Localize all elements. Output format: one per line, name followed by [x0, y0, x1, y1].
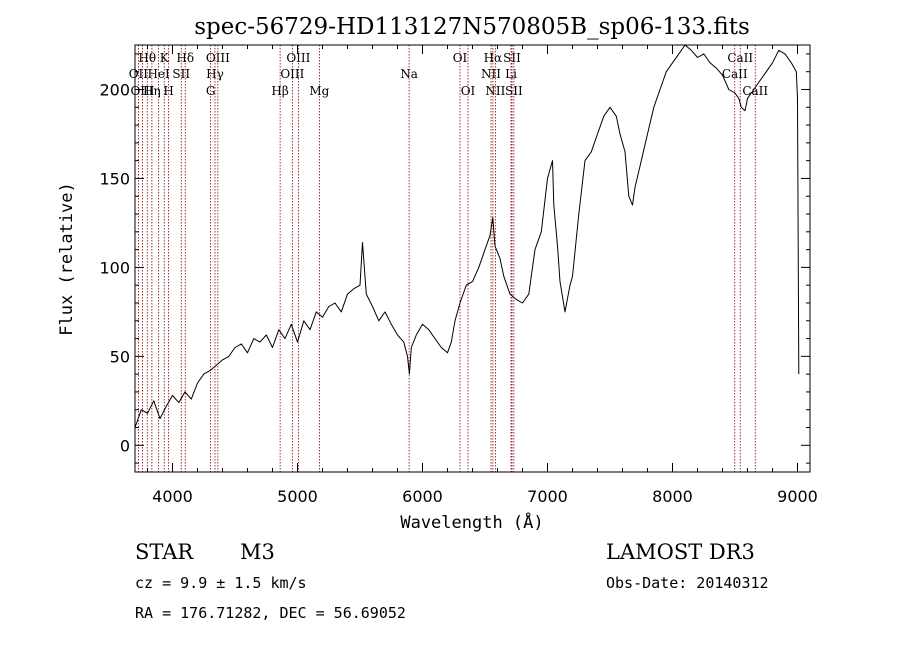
- line-label: OIII: [286, 51, 310, 65]
- x-tick-label: 7000: [527, 487, 568, 506]
- x-tick-label: 9000: [777, 487, 818, 506]
- y-tick-label: 150: [99, 169, 130, 188]
- y-tick-label: 100: [99, 258, 130, 277]
- redshift-cz: cz = 9.9 ± 1.5 km/s: [135, 574, 307, 592]
- plot-frame: [134, 44, 811, 473]
- line-label: OIII: [280, 67, 304, 81]
- line-label: NII: [485, 84, 505, 98]
- y-tick-label: 0: [120, 436, 130, 455]
- line-label: OII: [129, 67, 149, 81]
- line-label: K: [160, 51, 170, 65]
- line-label: Li: [505, 67, 517, 81]
- coordinates: RA = 176.71282, DEC = 56.69052: [135, 604, 406, 622]
- x-tick-label: 8000: [652, 487, 693, 506]
- line-label: H: [163, 84, 173, 98]
- line-label: SII: [503, 51, 521, 65]
- series-layer: [134, 44, 800, 428]
- line-label: Hα: [484, 51, 503, 65]
- line-label: Hγ: [206, 67, 224, 81]
- y-tick-label: 50: [110, 347, 130, 366]
- y-axis-label: Flux (relative): [57, 182, 77, 336]
- line-label: OI: [461, 84, 476, 98]
- line-label: SII: [505, 84, 523, 98]
- line-label: NII: [481, 67, 501, 81]
- line-label: Na: [400, 67, 418, 81]
- object-class: STAR: [135, 540, 194, 564]
- line-label: Hη: [143, 84, 161, 98]
- axis-ticks: 4000 5000 6000 7000 8000 9000 0 50 100 150 200: [99, 45, 818, 506]
- line-label: SII: [172, 67, 190, 81]
- series-line: [134, 44, 800, 428]
- chart-title: spec-56729-HD113127N570805B_sp06-133.fit…: [194, 14, 750, 40]
- survey-name: LAMOST DR3: [606, 540, 755, 564]
- x-tick-label: 6000: [402, 487, 443, 506]
- line-label: CaII: [742, 84, 768, 98]
- annotation-labels: Hθ OII OIII K HeI Hη H Hδ SII OIII Hγ G OIII OIII Hβ Mg…: [129, 51, 769, 98]
- x-axis-label: Wavelength (Å): [400, 511, 543, 533]
- line-label: Hθ: [138, 51, 156, 65]
- line-label: HeI: [147, 67, 170, 81]
- observation-date: Obs-Date: 20140312: [606, 574, 769, 592]
- x-tick-label: 5000: [277, 487, 318, 506]
- line-label: Hβ: [271, 84, 288, 98]
- y-tick-label: 200: [99, 80, 130, 99]
- line-label: Hδ: [176, 51, 194, 65]
- line-label: CaII: [722, 67, 748, 81]
- object-subclass: M3: [240, 540, 275, 564]
- line-label: OI: [453, 51, 468, 65]
- x-tick-label: 4000: [152, 487, 193, 506]
- line-markers: [137, 45, 756, 472]
- line-label: CaII: [727, 51, 753, 65]
- line-label: G: [206, 84, 216, 98]
- line-label: OIII: [130, 84, 154, 98]
- line-label: Mg: [309, 84, 329, 98]
- line-label: OIII: [206, 51, 230, 65]
